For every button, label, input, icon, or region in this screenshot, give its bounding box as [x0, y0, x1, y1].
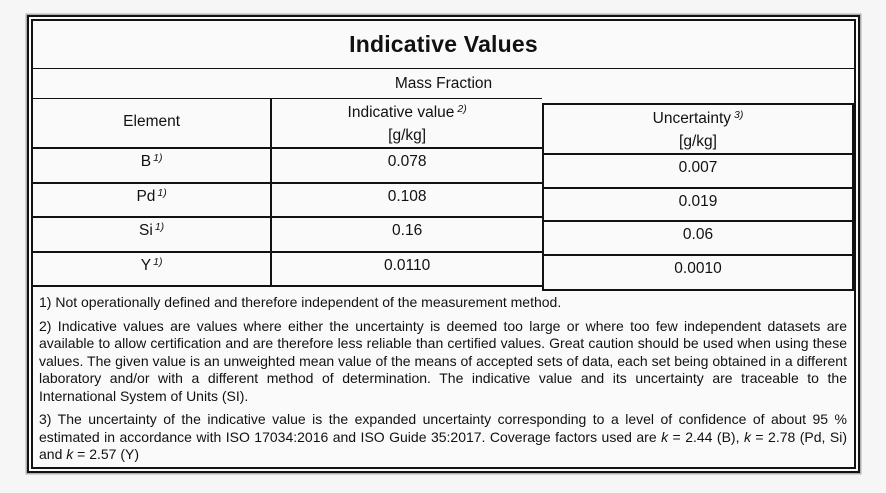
header-indicative-value: Indicative value 2) [g/kg] — [272, 99, 542, 147]
header-row: Element Indicative value 2) [g/kg] — [33, 99, 543, 149]
header-uncertainty-label: Uncertainty — [652, 110, 732, 127]
element-symbol: Y — [140, 256, 152, 274]
uncertainty-cell: 0.019 — [544, 189, 852, 222]
uncertainty-value: 0.007 — [678, 159, 718, 176]
element-footnote-ref: 1) — [157, 186, 167, 199]
indicative-value: 0.108 — [387, 187, 427, 205]
element-symbol: Si — [139, 222, 153, 239]
uncertainty-column: Uncertainty 3) [g/kg] 0.007 0.019 0.06 0.… — [542, 97, 854, 292]
header-indicative-footnote-ref: 2) — [457, 103, 467, 115]
footnote-3-text: = 2.78 (Pd, Si) and — [39, 428, 848, 463]
table-row: Si 1) 0.16 — [33, 218, 543, 253]
indicative-value-cell: 0.108 — [272, 184, 542, 217]
table-subtitle: Mass Fraction — [33, 69, 854, 99]
uncertainty-value: 0.06 — [682, 226, 714, 243]
element-footnote-ref: 1) — [153, 152, 163, 164]
table-row: Pd 1) 0.108 — [33, 183, 543, 218]
uncertainty-cell: 0.06 — [544, 222, 852, 256]
table-row: B 1) 0.078 — [33, 149, 543, 184]
footnote-1: 1) Not operationally defined and therefo… — [39, 294, 562, 310]
element-cell: Pd 1) — [33, 183, 273, 216]
indicative-value: 0.16 — [392, 222, 423, 239]
element-cell: B 1) — [33, 149, 273, 182]
header-indicative-line1: Indicative value 2) — [272, 102, 542, 125]
footnotes-section: 1) Not operationally defined and therefo… — [33, 287, 854, 470]
uncertainty-value: 0.0010 — [674, 259, 722, 277]
header-indicative-unit: [g/kg] — [388, 127, 427, 144]
uncertainty-value: 0.019 — [678, 192, 718, 210]
element-symbol: Pd — [136, 187, 156, 205]
header-element: Element — [33, 99, 273, 147]
indicative-value-cell: 0.078 — [272, 149, 542, 182]
indicative-value-cell: 0.16 — [272, 218, 542, 251]
indicative-value-cell: 0.0110 — [272, 253, 542, 286]
footnote-2: 2) Indicative values are values where ei… — [39, 317, 847, 404]
uncertainty-column-box: Uncertainty 3) [g/kg] 0.007 0.019 0.06 0.… — [542, 103, 854, 291]
element-symbol: B — [140, 153, 152, 170]
header-uncertainty-unit: [g/kg] — [679, 133, 717, 150]
element-footnote-ref: 1) — [154, 221, 165, 233]
element-cell: Y 1) — [33, 252, 273, 285]
element-and-value-columns: Element Indicative value 2) [g/kg] B 1) 0.… — [33, 99, 543, 287]
table-title: Indicative Values — [33, 21, 854, 69]
element-cell: Si 1) — [33, 218, 273, 251]
coverage-factor-k: k — [661, 428, 669, 445]
header-indicative-label: Indicative value — [347, 104, 455, 121]
indicative-value: 0.0110 — [383, 256, 431, 274]
element-footnote-ref: 1) — [153, 255, 163, 268]
header-uncertainty-line1: Uncertainty 3) — [544, 108, 852, 131]
uncertainty-cell: 0.0010 — [544, 256, 852, 290]
footnote-3: 3) The uncertainty of the indicative val… — [39, 411, 847, 464]
coverage-factor-k: k — [743, 428, 751, 445]
header-uncertainty: Uncertainty 3) [g/kg] — [544, 105, 852, 155]
uncertainty-cell: 0.007 — [544, 155, 852, 189]
footnote-3-text: 3) The uncertainty of the indicative val… — [39, 411, 847, 445]
coverage-factor-k: k — [66, 446, 74, 462]
footnote-3-text: = 2.57 (Y) — [73, 446, 140, 462]
footnote-3-text: = 2.44 (B), — [668, 428, 744, 445]
table-inner-frame: Indicative Values Mass Fraction Element … — [31, 19, 856, 469]
indicative-values-table: Indicative Values Mass Fraction Element … — [27, 15, 860, 473]
table-row: Y 1) 0.0110 — [33, 252, 543, 287]
header-uncertainty-footnote-ref: 3) — [734, 109, 744, 121]
table-grid: Element Indicative value 2) [g/kg] B 1) 0.… — [33, 97, 854, 292]
indicative-value: 0.078 — [387, 153, 427, 170]
header-element-label: Element — [123, 113, 181, 130]
